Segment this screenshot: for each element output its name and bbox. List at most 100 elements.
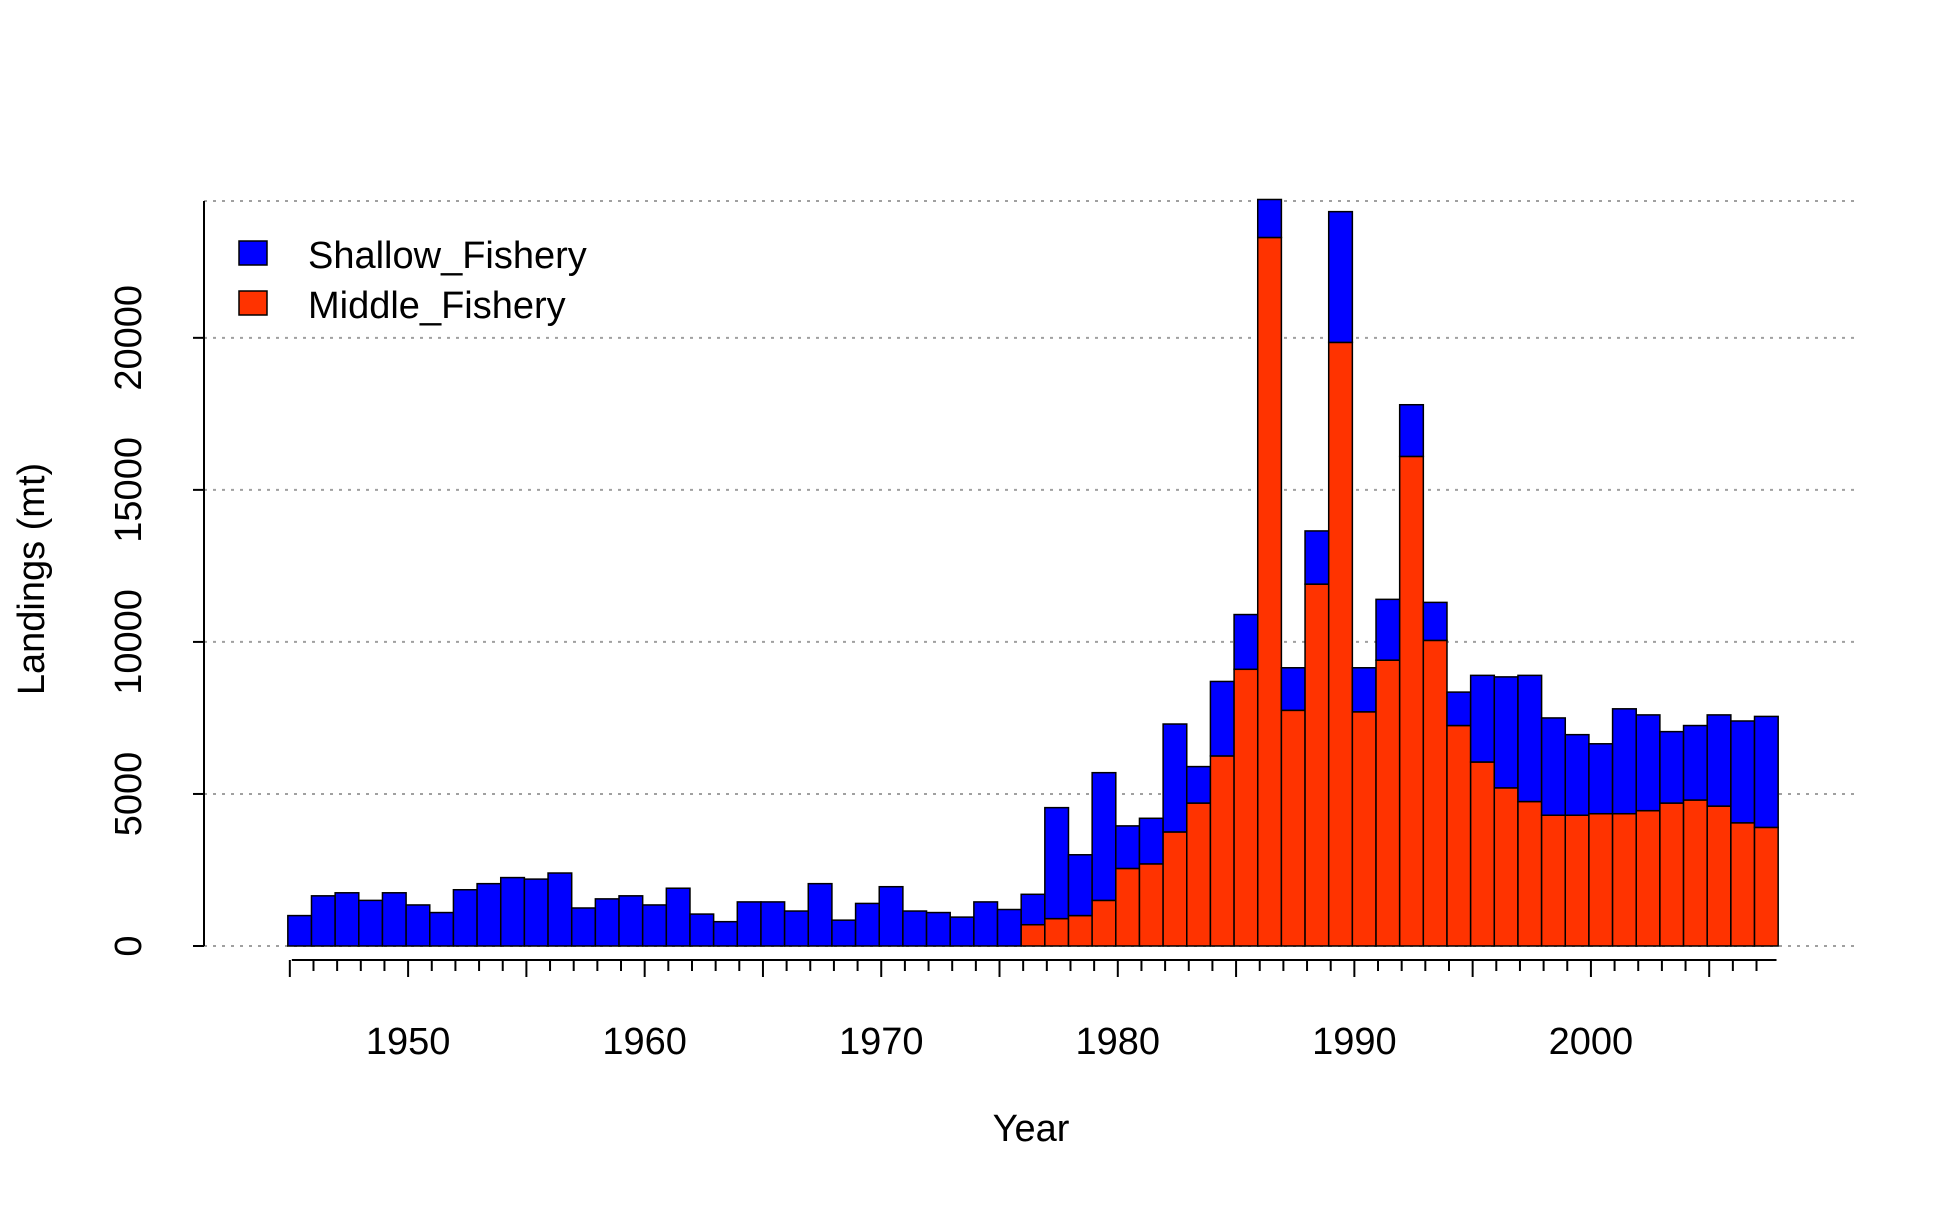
bar-shallow-fishery-1994 [1446,691,1472,727]
x-tick-label-1980: 1980 [1076,1021,1161,1063]
y-tick-label-10000: 10000 [108,589,150,695]
bar-shallow-fishery-1952 [452,888,478,947]
bar-middle-fishery-2001 [1611,812,1637,947]
bar-shallow-fishery-1969 [854,902,880,947]
bar-middle-fishery-2007 [1753,826,1779,947]
bar-shallow-fishery-1973 [949,916,975,947]
legend-label-shallow-fishery: Shallow_Fishery [308,235,587,277]
bar-shallow-fishery-1997 [1517,674,1543,803]
bar-middle-fishery-1994 [1446,724,1472,947]
bar-shallow-fishery-1972 [925,911,951,947]
bar-shallow-fishery-1980 [1115,825,1141,870]
bar-shallow-fishery-1961 [665,887,691,947]
x-tick-label-1990: 1990 [1312,1021,1397,1063]
bar-shallow-fishery-2005 [1706,714,1732,807]
bar-shallow-fishery-1975 [996,908,1022,947]
x-axis-title: Year [993,1108,1070,1150]
bar-shallow-fishery-1988 [1304,530,1330,585]
bar-shallow-fishery-1999 [1564,733,1590,816]
bar-shallow-fishery-1959 [618,895,644,947]
bar-shallow-fishery-1958 [594,898,620,947]
y-axis-title: Landings (mt) [11,463,53,695]
bar-shallow-fishery-1978 [1067,854,1093,917]
bar-stack-group [287,198,1779,947]
bar-shallow-fishery-1956 [547,872,573,947]
bar-shallow-fishery-1947 [334,892,360,947]
bar-shallow-fishery-1964 [736,901,762,947]
bar-shallow-fishery-1983 [1186,765,1212,804]
bar-middle-fishery-1988 [1304,583,1330,947]
x-tick-label-1970: 1970 [839,1021,924,1063]
y-tick-label-5000: 5000 [108,752,150,837]
bar-shallow-fishery-1949 [381,892,407,947]
bar-shallow-fishery-1998 [1540,717,1567,816]
bar-shallow-fishery-1987 [1280,667,1306,712]
bar-shallow-fishery-1953 [476,882,502,947]
x-tick-label-1960: 1960 [602,1021,687,1063]
bar-shallow-fishery-2001 [1611,708,1637,815]
bar-shallow-fishery-1950 [405,904,431,947]
bar-middle-fishery-1990 [1351,711,1377,947]
bar-shallow-fishery-1970 [878,885,904,947]
legend: Shallow_Fishery Middle_Fishery [238,235,587,327]
bar-shallow-fishery-1954 [499,876,526,947]
bar-shallow-fishery-1993 [1422,601,1448,642]
bar-shallow-fishery-1989 [1327,210,1354,344]
bar-middle-fishery-2003 [1659,802,1685,947]
bar-shallow-fishery-2002 [1635,714,1661,812]
bar-middle-fishery-2000 [1588,812,1614,947]
bar-shallow-fishery-1995 [1469,674,1496,763]
bar-middle-fishery-1982 [1162,831,1188,947]
bar-shallow-fishery-1967 [807,882,833,947]
bar-shallow-fishery-1948 [358,899,384,947]
bar-middle-fishery-1996 [1493,787,1519,947]
bar-shallow-fishery-2006 [1730,720,1756,824]
legend-label-middle-fishery: Middle_Fishery [308,285,566,327]
bar-middle-fishery-1989 [1327,341,1354,947]
bar-middle-fishery-1995 [1469,761,1496,947]
bar-shallow-fishery-1991 [1375,598,1401,661]
y-tick-label-15000: 15000 [108,437,150,543]
bar-shallow-fishery-1966 [783,910,810,947]
bar-middle-fishery-1978 [1067,914,1093,947]
bar-middle-fishery-1992 [1398,455,1425,947]
legend-swatch-middle-fishery [238,290,268,316]
bar-middle-fishery-1991 [1375,659,1401,947]
bar-middle-fishery-1986 [1256,236,1283,947]
bar-middle-fishery-1979 [1091,899,1117,947]
bar-shallow-fishery-1957 [570,907,597,947]
bar-shallow-fishery-1945 [287,914,313,947]
bar-shallow-fishery-1985 [1233,613,1259,671]
bar-middle-fishery-2006 [1730,822,1756,947]
bar-middle-fishery-1985 [1233,668,1259,947]
bar-shallow-fishery-1976 [1020,893,1046,926]
bar-shallow-fishery-1992 [1398,403,1425,458]
bar-middle-fishery-2004 [1682,799,1708,947]
bar-middle-fishery-1984 [1209,755,1235,947]
bar-shallow-fishery-2004 [1682,724,1708,801]
bar-middle-fishery-1987 [1280,709,1306,947]
bar-shallow-fishery-1963 [712,920,739,947]
bar-middle-fishery-2002 [1635,809,1661,947]
bar-shallow-fishery-1986 [1256,198,1283,239]
bar-shallow-fishery-1990 [1351,667,1377,713]
bar-middle-fishery-1976 [1020,923,1046,947]
bar-middle-fishery-1981 [1138,863,1164,947]
bar-middle-fishery-1998 [1540,814,1567,947]
legend-swatch-shallow-fishery [238,240,268,266]
bar-shallow-fishery-1974 [973,901,999,947]
bar-shallow-fishery-1962 [689,913,715,947]
bar-shallow-fishery-1960 [641,904,668,947]
x-tick-label-1950: 1950 [366,1021,451,1063]
bar-shallow-fishery-1968 [831,919,857,947]
bar-shallow-fishery-2003 [1659,730,1685,804]
bar-shallow-fishery-1951 [429,911,455,947]
y-tick-label-0: 0 [108,935,150,956]
bar-shallow-fishery-1984 [1209,680,1235,757]
bar-shallow-fishery-1977 [1044,806,1070,920]
bar-shallow-fishery-1982 [1162,723,1188,833]
bar-shallow-fishery-2000 [1588,743,1614,815]
x-tick-label-2000: 2000 [1549,1021,1634,1063]
bar-shallow-fishery-1979 [1091,771,1117,902]
bar-middle-fishery-1983 [1186,802,1212,947]
